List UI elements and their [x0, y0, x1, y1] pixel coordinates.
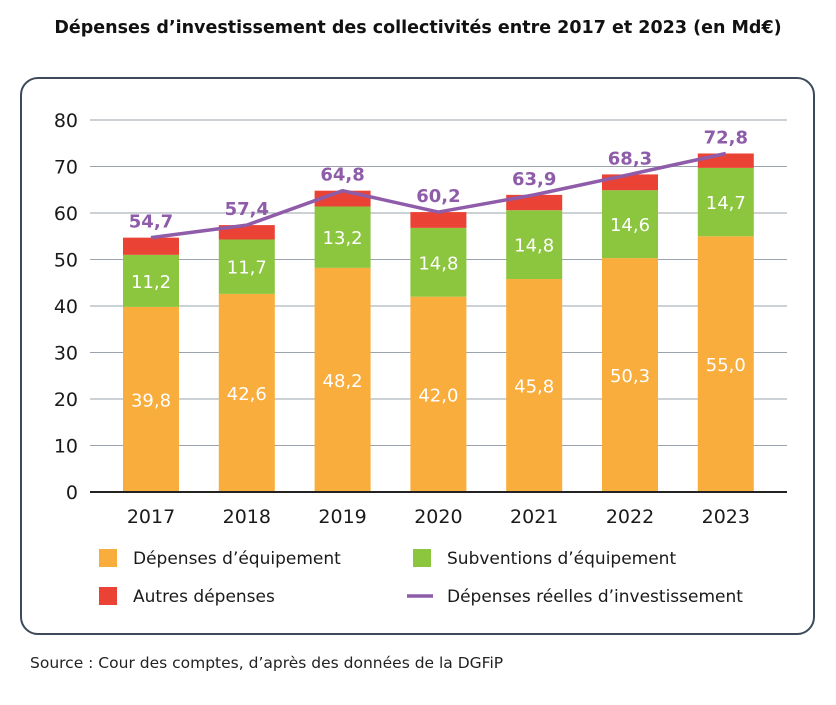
x-tick-label: 2020 [414, 506, 462, 528]
bar-segment [602, 190, 658, 259]
bar-segment [506, 279, 563, 492]
line-label: 64,8 [320, 165, 364, 186]
data-label: 13,2 [323, 228, 363, 249]
legend-swatch [413, 549, 431, 567]
data-label: 11,7 [227, 258, 267, 279]
bar-segment [410, 296, 467, 492]
bar-segment [697, 236, 754, 492]
data-label: 50,3 [610, 366, 650, 387]
y-tick-label: 10 [54, 436, 78, 458]
legend-swatch [99, 587, 117, 605]
bar-segment [314, 267, 371, 492]
x-tick-label: 2023 [702, 506, 750, 528]
x-tick-label: 2018 [223, 506, 271, 528]
bar-segment [218, 239, 275, 294]
line-label: 57,4 [225, 199, 269, 220]
data-label: 55,0 [706, 355, 746, 376]
y-tick-label: 40 [54, 296, 78, 318]
data-label: 42,0 [418, 385, 458, 406]
bar-segment [602, 258, 658, 492]
y-tick-label: 80 [54, 110, 78, 132]
bar-segment [314, 206, 371, 268]
x-tick-label: 2021 [510, 506, 558, 528]
line-label: 72,8 [704, 127, 748, 148]
data-label: 14,7 [706, 193, 746, 214]
line-label: 60,2 [416, 186, 460, 207]
x-tick-label: 2022 [606, 506, 654, 528]
bar-segment [218, 293, 275, 492]
legend-swatch [99, 549, 117, 567]
data-label: 11,2 [131, 272, 171, 293]
y-tick-label: 60 [54, 203, 78, 225]
bar-segment [602, 174, 658, 191]
x-tick-label: 2017 [127, 506, 175, 528]
bar-segment [410, 227, 467, 297]
source-note: Source : Cour des comptes, d’après des d… [30, 654, 504, 672]
x-tick-label: 2019 [318, 506, 366, 528]
chart-title: Dépenses d’investissement des collectivi… [54, 18, 782, 38]
bar-segment [697, 167, 754, 237]
line-label: 54,7 [129, 212, 173, 233]
legend-label: Autres dépenses [133, 587, 275, 607]
bar-segment [123, 254, 179, 307]
y-tick-label: 0 [66, 482, 78, 504]
bar-segment [123, 237, 179, 255]
data-label: 39,8 [131, 390, 171, 411]
bar-segment [123, 306, 179, 492]
line-series [150, 151, 727, 240]
data-label: 14,8 [418, 253, 458, 274]
y-tick-label: 20 [54, 389, 78, 411]
line-label: 63,9 [512, 169, 556, 190]
legend-label: Dépenses réelles d’investissement [447, 587, 743, 607]
bar-segment [697, 153, 754, 168]
data-label: 45,8 [514, 377, 554, 398]
y-tick-label: 70 [54, 157, 78, 179]
data-label: 14,6 [610, 215, 650, 236]
y-tick-label: 50 [54, 250, 78, 272]
y-tick-label: 30 [54, 343, 78, 365]
data-label: 48,2 [323, 371, 363, 392]
line-label: 68,3 [608, 148, 652, 169]
legend-label: Subventions d’équipement [447, 549, 676, 569]
legend-label: Dépenses d’équipement [133, 549, 341, 569]
data-label: 42,6 [227, 384, 267, 405]
bar-segment [506, 210, 563, 280]
bar-segment [218, 225, 275, 240]
data-label: 14,8 [514, 236, 554, 257]
bar-segment [410, 212, 467, 228]
